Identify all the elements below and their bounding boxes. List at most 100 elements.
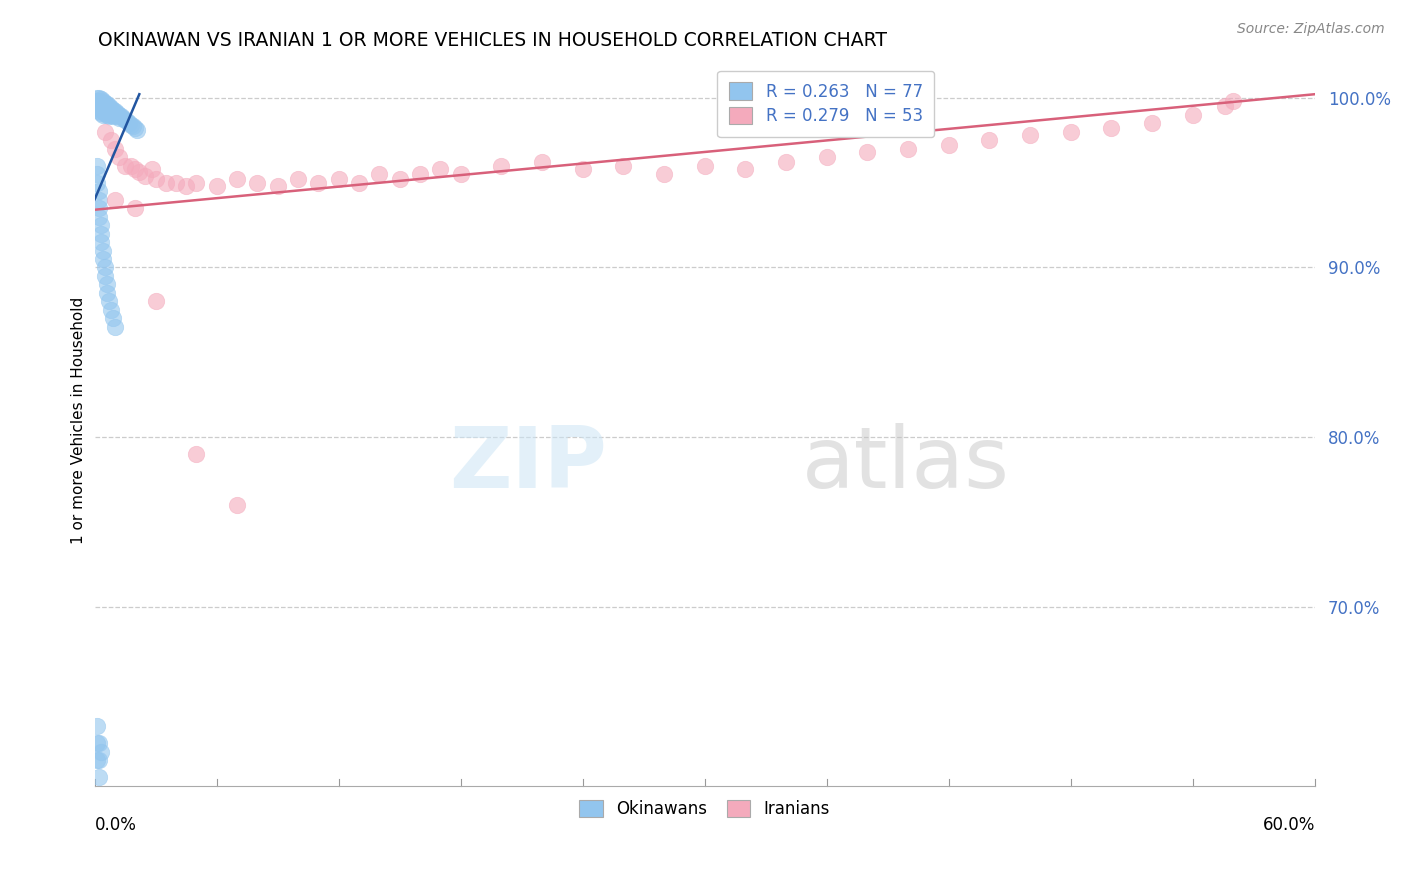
Point — [104, 107, 127, 121]
Point — [122, 120, 145, 134]
Point — [91, 94, 114, 108]
Point — [97, 99, 120, 113]
Point — [118, 116, 141, 130]
Point — [108, 107, 131, 121]
Point — [101, 103, 124, 117]
Point — [97, 109, 120, 123]
Point — [246, 176, 269, 190]
Point — [815, 150, 838, 164]
Point — [110, 109, 132, 123]
Point — [1019, 128, 1042, 142]
Text: ZIP: ZIP — [450, 423, 607, 506]
Point — [1099, 121, 1122, 136]
Point — [155, 176, 177, 190]
Point — [347, 176, 370, 190]
Point — [226, 499, 249, 513]
Point — [108, 150, 131, 164]
Point — [1213, 99, 1236, 113]
Point — [141, 161, 163, 176]
Point — [93, 99, 115, 113]
Point — [86, 736, 108, 750]
Point — [145, 172, 167, 186]
Legend: Okinawans, Iranians: Okinawans, Iranians — [572, 793, 837, 825]
Point — [124, 161, 146, 176]
Point — [775, 155, 797, 169]
Point — [100, 302, 122, 317]
Point — [93, 106, 115, 120]
Text: Source: ZipAtlas.com: Source: ZipAtlas.com — [1237, 22, 1385, 37]
Point — [86, 176, 108, 190]
Point — [96, 104, 118, 119]
Point — [93, 260, 115, 275]
Point — [1181, 107, 1204, 121]
Text: 60.0%: 60.0% — [1263, 816, 1315, 834]
Point — [450, 167, 472, 181]
Point — [90, 745, 112, 759]
Point — [104, 320, 127, 334]
Point — [124, 121, 146, 136]
Point — [90, 99, 112, 113]
Point — [97, 294, 120, 309]
Point — [91, 252, 114, 266]
Point — [91, 104, 114, 119]
Point — [134, 169, 156, 183]
Point — [91, 244, 114, 258]
Point — [174, 178, 197, 193]
Point — [86, 90, 108, 104]
Point — [90, 92, 112, 106]
Point — [93, 95, 115, 110]
Point — [86, 94, 108, 108]
Point — [90, 103, 112, 117]
Point — [100, 107, 122, 121]
Point — [186, 176, 208, 190]
Point — [90, 218, 112, 232]
Point — [226, 172, 249, 186]
Point — [96, 107, 118, 121]
Point — [87, 201, 110, 215]
Point — [409, 167, 432, 181]
Point — [91, 97, 114, 112]
Point — [328, 172, 350, 186]
Point — [93, 268, 115, 283]
Point — [897, 142, 920, 156]
Point — [979, 133, 1001, 147]
Point — [693, 159, 716, 173]
Point — [186, 447, 208, 461]
Point — [127, 123, 149, 137]
Point — [91, 101, 114, 115]
Point — [87, 753, 110, 767]
Point — [1060, 125, 1083, 139]
Text: OKINAWAN VS IRANIAN 1 OR MORE VEHICLES IN HOUSEHOLD CORRELATION CHART: OKINAWAN VS IRANIAN 1 OR MORE VEHICLES I… — [98, 31, 887, 50]
Point — [165, 176, 187, 190]
Point — [1222, 94, 1244, 108]
Point — [97, 103, 120, 117]
Point — [266, 178, 288, 193]
Point — [112, 111, 135, 125]
Point — [101, 106, 124, 120]
Point — [105, 106, 128, 120]
Point — [145, 294, 167, 309]
Text: 0.0%: 0.0% — [94, 816, 136, 834]
Point — [1140, 116, 1163, 130]
Point — [287, 172, 309, 186]
Point — [124, 201, 146, 215]
Point — [612, 159, 634, 173]
Point — [91, 107, 114, 121]
Point — [86, 159, 108, 173]
Point — [388, 172, 411, 186]
Point — [491, 159, 513, 173]
Point — [90, 95, 112, 110]
Point — [96, 277, 118, 292]
Point — [101, 109, 124, 123]
Point — [101, 311, 124, 326]
Point — [105, 109, 128, 123]
Point — [128, 165, 150, 179]
Y-axis label: 1 or more Vehicles in Household: 1 or more Vehicles in Household — [72, 297, 86, 544]
Point — [104, 104, 127, 119]
Point — [100, 104, 122, 119]
Point — [90, 235, 112, 249]
Point — [429, 161, 451, 176]
Point — [87, 736, 110, 750]
Point — [104, 142, 127, 156]
Point — [108, 111, 131, 125]
